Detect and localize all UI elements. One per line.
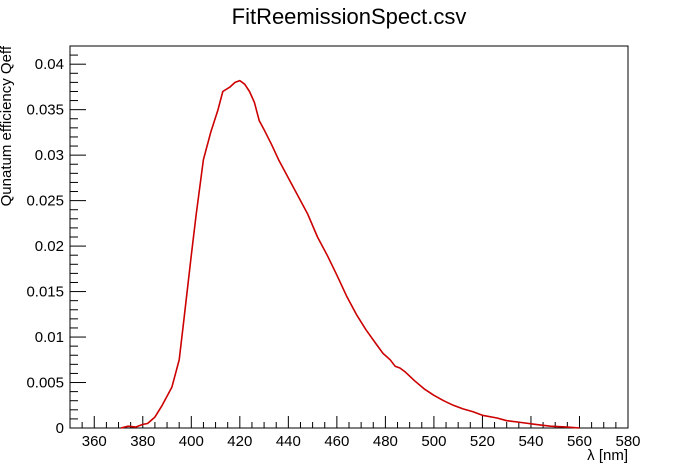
x-tick-label: 520: [470, 433, 495, 450]
y-tick-label: 0.01: [35, 329, 64, 346]
x-tick-label: 560: [567, 433, 592, 450]
y-axis-ticks: 0 0.005 0.01 0.015 0.02 0.025 0.03 0.035 0.04: [26, 45, 86, 437]
y-tick-label: 0.03: [35, 147, 64, 164]
x-tick-label: 460: [324, 433, 349, 450]
y-tick-label: 0.04: [35, 56, 64, 73]
x-tick-label: 420: [227, 433, 252, 450]
y-axis-title: Qunatum efficiency Qeff: [0, 45, 15, 206]
y-tick-label: 0.005: [26, 375, 64, 392]
x-tick-label: 480: [373, 433, 398, 450]
series-line: [120, 79, 580, 429]
y-tick-label: 0.035: [26, 102, 64, 119]
y-tick-label: 0.02: [35, 238, 64, 255]
x-tick-label: 500: [421, 433, 446, 450]
plot-frame: [69, 45, 629, 429]
y-tick-label: 0.015: [26, 284, 64, 301]
x-axis-title: λ [nm]: [587, 447, 628, 464]
y-tick-label: 0.025: [26, 193, 64, 210]
chart-title: FitReemissionSpect.csv: [232, 4, 467, 29]
x-tick-label: 380: [130, 433, 155, 450]
x-tick-label: 540: [518, 433, 543, 450]
x-tick-label: 440: [276, 433, 301, 450]
y-tick-label: 0: [56, 420, 64, 437]
x-tick-label: 580: [615, 433, 640, 450]
x-tick-label: 400: [179, 433, 204, 450]
x-tick-label: 360: [82, 433, 107, 450]
x-axis-ticks: 360 380 400 420 440 460 480 500 520 540 560 580: [69, 416, 641, 450]
